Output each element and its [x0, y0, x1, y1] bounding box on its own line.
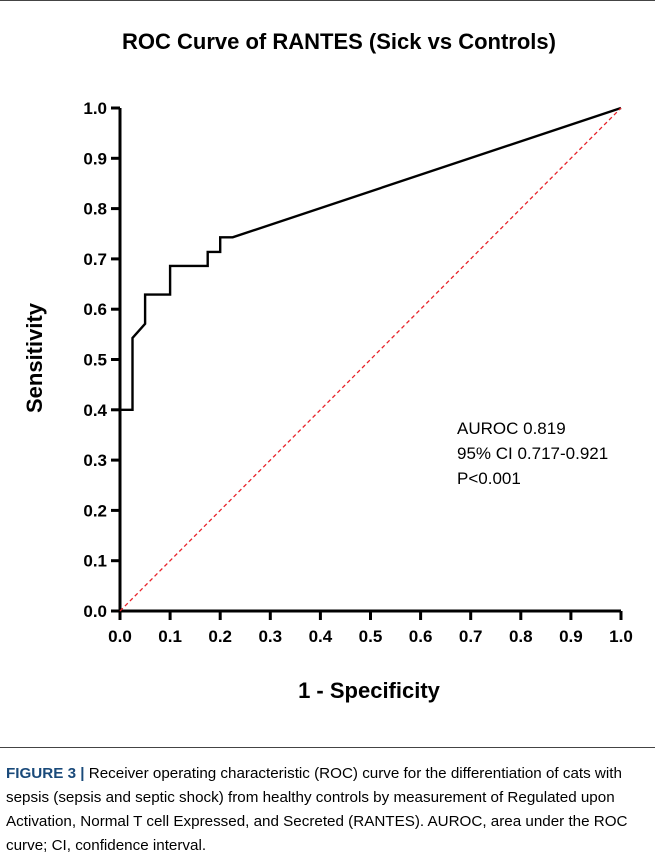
y-tick-label: 1.0: [83, 99, 107, 118]
reference-diagonal-line: [119, 107, 622, 612]
x-tick-label: 0.4: [309, 627, 333, 646]
y-tick-label: 0.4: [83, 401, 107, 420]
y-tick-label: 0.7: [83, 250, 107, 269]
x-tick-label: 0.3: [258, 627, 282, 646]
y-tick-label: 0.2: [83, 501, 107, 520]
x-tick-label: 0.0: [108, 627, 132, 646]
x-tick-label: 0.1: [158, 627, 182, 646]
annotation-ci: 95% CI 0.717-0.921: [457, 444, 608, 463]
x-axis: 0.0 0.1 0.2 0.3 0.4 0.5 0.6 0.7 0.8 0.9 1.0: [108, 609, 633, 646]
y-tick-label: 0.8: [83, 200, 107, 219]
x-tick-label: 0.5: [359, 627, 383, 646]
y-axis-title: Sensitivity: [22, 302, 47, 413]
x-tick-label: 0.7: [459, 627, 483, 646]
y-tick-label: 0.9: [83, 149, 107, 168]
caption-text: Receiver operating characteristic (ROC) …: [6, 765, 628, 854]
x-axis-title: 1 - Specificity: [298, 678, 441, 703]
series-layer: [119, 106, 622, 612]
caption-divider: [0, 747, 655, 748]
x-tick-label: 0.2: [208, 627, 232, 646]
y-tick-label: 0.1: [83, 552, 107, 571]
x-tick-label: 0.8: [509, 627, 533, 646]
y-tick-label: 0.5: [83, 351, 107, 370]
x-tick-label: 0.6: [409, 627, 433, 646]
annotation-auroc: AUROC 0.819: [457, 419, 566, 438]
roc-chart: ROC Curve of RANTES (Sick vs Controls) 0…: [22, 29, 633, 703]
y-tick-label: 0.3: [83, 451, 107, 470]
roc-curve-line: [120, 106, 622, 411]
y-tick-label: 0.6: [83, 300, 107, 319]
x-tick-label: 0.9: [559, 627, 583, 646]
y-axis: 0.0 0.1 0.2 0.3 0.4 0.5 0.6 0.7 0.8 0.9 1.0: [83, 99, 122, 621]
chart-title: ROC Curve of RANTES (Sick vs Controls): [122, 29, 556, 54]
annotation-p-value: P<0.001: [457, 469, 521, 488]
figure-caption: FIGURE 3 | Receiver operating characteri…: [6, 762, 642, 858]
x-tick-label: 1.0: [609, 627, 633, 646]
caption-label: FIGURE 3 |: [6, 765, 85, 782]
top-rule: [0, 0, 655, 1]
y-tick-label: 0.0: [83, 602, 107, 621]
